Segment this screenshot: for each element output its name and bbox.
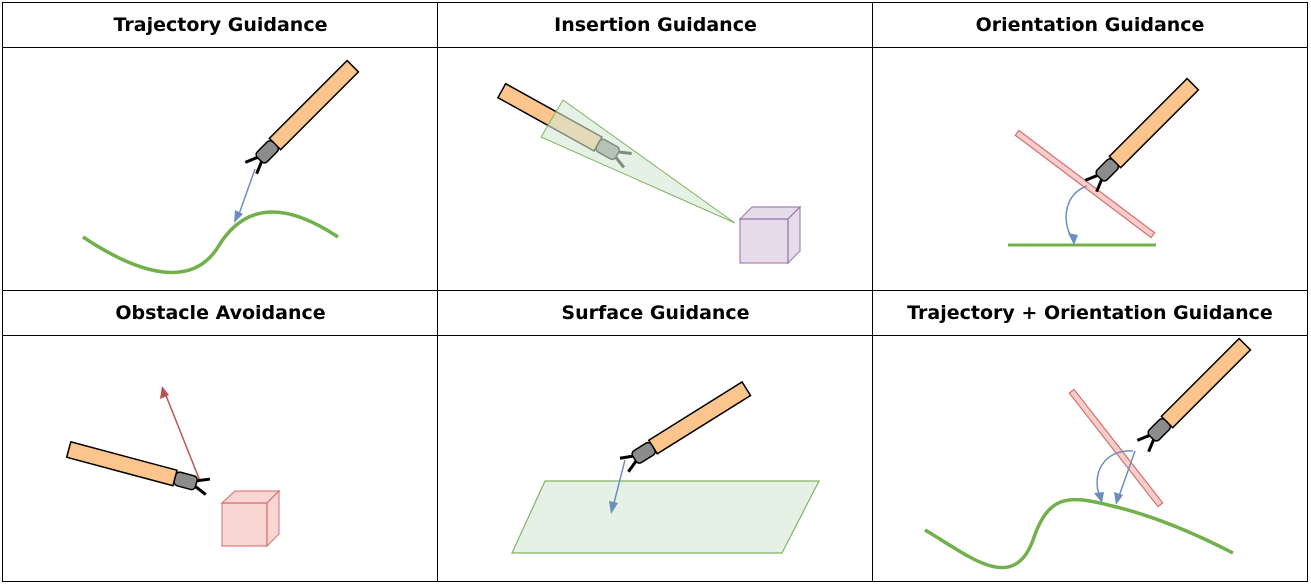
orientation-plane [1014,129,1156,239]
avoid-arrowhead [160,386,169,399]
panel-insertion-guidance: Insertion Guidance [437,2,874,292]
panel-title: Insertion Guidance [438,3,873,48]
guidance-arrowhead [1114,492,1123,505]
target-surface [511,480,820,554]
panel-obstacle-avoidance: Obstacle Avoidance [2,290,439,582]
panel-trajectory-guidance: Trajectory Guidance [2,2,439,292]
panel-title: Surface Guidance [438,291,873,336]
panel-trajectory-orientation-guidance: Trajectory + Orientation Guidance [872,290,1308,582]
obstacle-cube [220,489,281,548]
guidance-arrow [1117,450,1136,500]
surgical-tool [619,380,752,473]
orientation-arrow [1065,185,1088,240]
surgical-tool [244,59,360,175]
target-cube [738,205,802,265]
panel-title: Trajectory Guidance [3,3,438,48]
guidance-arrowhead [609,501,618,514]
panel-orientation-guidance: Orientation Guidance [872,2,1308,292]
orientation-plane [1068,388,1164,508]
surgical-tool [1084,77,1200,193]
guidance-arrowhead [234,210,243,223]
trajectory-curve [82,210,339,275]
avoid-arrow [164,392,201,482]
orientation-arrowhead [1094,492,1104,503]
panel-title: Orientation Guidance [873,3,1307,48]
panel-surface-guidance: Surface Guidance [437,290,874,582]
panel-title: Obstacle Avoidance [3,291,438,336]
surgical-tool [1136,337,1252,453]
panel-title: Trajectory + Orientation Guidance [873,291,1307,336]
guidance-arrow [612,459,626,508]
orientation-arrowhead [1068,233,1078,245]
trajectory-curve [924,497,1234,570]
guidance-arrow [237,168,256,218]
surgical-tool [65,440,211,496]
orientation-arrow [1096,450,1134,498]
insertion-cone [540,99,736,224]
